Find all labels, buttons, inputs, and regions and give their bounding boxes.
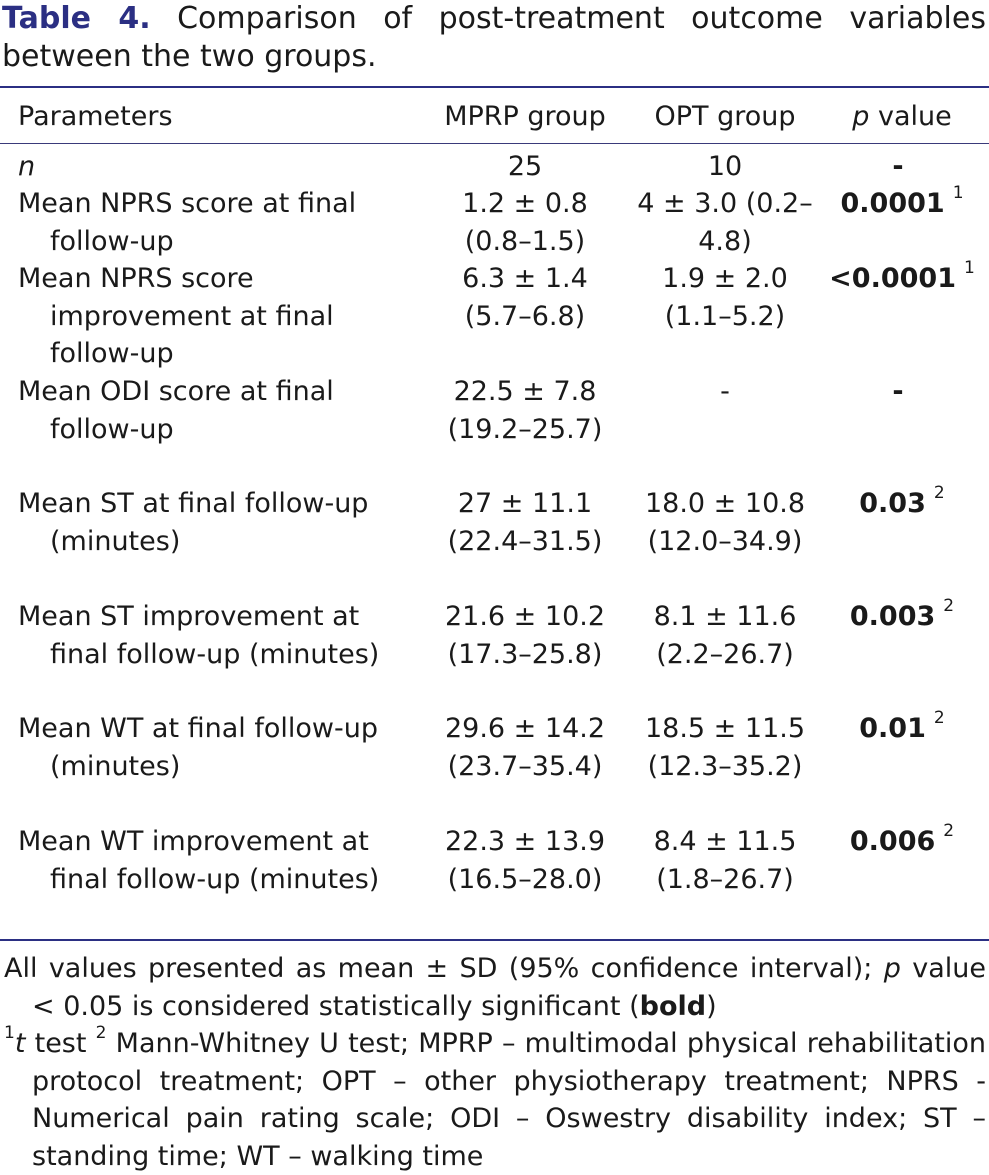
row-mprp: 6.3 ± 1.4 (5.7–6.8) [462, 263, 588, 332]
footnote-t-italic: t [14, 1028, 26, 1059]
row-p-value: 0.01 [859, 713, 926, 744]
row-p: <0.0001 1 [820, 260, 984, 298]
footnote-sup-1: 1 [4, 1023, 15, 1043]
row-opt: - [720, 376, 730, 407]
table-caption: Table 4. Comparison of post-treatment ou… [2, 0, 986, 76]
footnote-bold-word: bold [639, 990, 707, 1022]
row-p: 0.01 2 [820, 710, 984, 748]
row-param: Mean ST improvement at final follow-up (… [18, 601, 380, 670]
row-p-footnote: 1 [952, 183, 964, 203]
footnote-sup-2: 2 [95, 1023, 107, 1043]
row-mprp: 21.6 ± 10.2 (17.3–25.8) [444, 601, 606, 670]
row-param: Mean NPRS score improvement at final fol… [18, 263, 334, 369]
row-mprp: 29.6 ± 14.2 (23.7–35.4) [444, 713, 606, 782]
row-p: 0.006 2 [820, 823, 984, 861]
bottom-rule [0, 939, 989, 941]
row-param: n [18, 151, 36, 182]
row-opt: 18.5 ± 11.5 (12.3–35.2) [644, 713, 806, 782]
row-p-footnote: 2 [933, 483, 945, 503]
footnote-p-italic: p [883, 953, 901, 984]
footnote-text: All values presented as mean ± SD (95% c… [4, 953, 873, 984]
row-mprp: 22.5 ± 7.8 (19.2–25.7) [447, 376, 603, 445]
row-opt: 18.0 ± 10.8 (12.0–34.9) [644, 488, 806, 557]
row-p-value: - [892, 151, 904, 182]
row-opt: 10 [707, 151, 743, 182]
row-opt: 8.4 ± 11.5 (1.8–26.7) [653, 826, 797, 895]
header-parameters: Parameters [18, 101, 173, 132]
row-mprp: 25 [507, 151, 543, 182]
row-opt: 4 ± 3.0 (0.2–4.8) [637, 188, 813, 257]
row-param: Mean ODI score at final follow-up [18, 376, 334, 445]
row-param: Mean ST at final follow-up (minutes) [18, 488, 369, 557]
footnote-text: test [34, 1028, 87, 1059]
row-opt: 8.1 ± 11.6 (2.2–26.7) [653, 601, 797, 670]
header-p-italic: p [852, 101, 870, 132]
row-p-value: 0.0001 [840, 188, 945, 219]
header-opt: OPT group [654, 101, 796, 132]
row-mprp: 27 ± 11.1 (22.4–31.5) [447, 488, 603, 557]
row-p: - [820, 148, 984, 186]
row-p-value: <0.0001 [829, 263, 956, 294]
footnote-text: Mann-Whitney U test; MPRP – multimodal p… [32, 1028, 986, 1172]
row-p-value: - [892, 376, 904, 407]
row-p-value: 0.03 [859, 488, 926, 519]
header-mprp: MPRP group [444, 101, 606, 132]
row-p-footnote: 2 [943, 596, 955, 616]
row-param: Mean NPRS score at final follow-up [18, 188, 357, 257]
top-rule [0, 86, 989, 88]
caption-text: Comparison of post-treatment outcome var… [2, 1, 986, 74]
row-p-value: 0.003 [849, 601, 936, 632]
row-mprp: 22.3 ± 13.9 (16.5–28.0) [444, 826, 606, 895]
row-p: - [820, 373, 984, 411]
row-opt: 1.9 ± 2.0 (1.1–5.2) [662, 263, 788, 332]
header-p-value: p value [820, 98, 984, 136]
table-footnotes: All values presented as mean ± SD (95% c… [4, 950, 986, 1175]
row-p: 0.003 2 [820, 598, 984, 636]
row-p-value: 0.006 [849, 826, 936, 857]
caption-label: Table 4. [2, 1, 151, 36]
header-rule [0, 143, 989, 144]
row-p: 0.0001 1 [820, 185, 984, 223]
row-p-footnote: 2 [943, 821, 955, 841]
row-param: Mean WT at final follow-up (minutes) [18, 713, 379, 782]
footnote-abbreviations: 1t test 2 Mann-Whitney U test; MPRP – mu… [4, 1025, 986, 1175]
row-p-footnote: 1 [964, 258, 975, 278]
header-p-suffix: value [877, 101, 952, 132]
row-param: Mean WT improvement at final follow-up (… [18, 826, 380, 895]
row-p-footnote: 2 [933, 708, 945, 728]
footnote-general: All values presented as mean ± SD (95% c… [4, 950, 986, 1025]
footnote-text: value < 0.05 is considered statistically… [32, 953, 986, 1022]
footnote-text: ) [706, 990, 717, 1022]
row-mprp: 1.2 ± 0.8 (0.8–1.5) [462, 188, 588, 257]
row-p: 0.03 2 [820, 485, 984, 523]
